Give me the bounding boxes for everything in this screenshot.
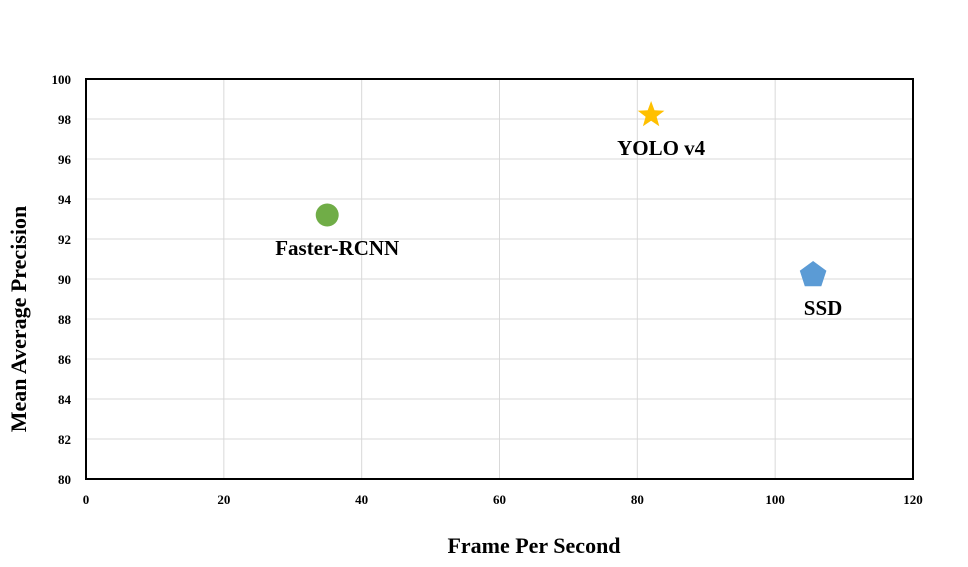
data-point-ssd <box>799 261 827 287</box>
tick-labels: 0 20 40 60 80 100 120 80 82 84 86 88 90 92 94 96 98 100 <box>52 72 923 507</box>
x-tick-label: 100 <box>765 492 785 507</box>
grid-layer <box>86 79 913 479</box>
x-tick-label: 60 <box>493 492 506 507</box>
x-tick-label: 80 <box>631 492 644 507</box>
data-label-ssd: SSD <box>804 296 843 320</box>
x-tick-label: 120 <box>903 492 923 507</box>
y-axis-title: Mean Average Precision <box>6 206 31 432</box>
y-tick-label: 100 <box>52 72 72 87</box>
data-label-faster-rcnn: Faster-RCNN <box>275 236 399 260</box>
y-tick-label: 98 <box>58 112 72 127</box>
data-point-faster-rcnn <box>315 203 339 227</box>
y-tick-label: 94 <box>58 192 72 207</box>
data-point-yolo-v4 <box>637 101 665 127</box>
y-tick-label: 82 <box>58 432 71 447</box>
x-axis-title: Frame Per Second <box>447 533 620 558</box>
y-tick-label: 90 <box>58 272 71 287</box>
x-tick-label: 0 <box>83 492 90 507</box>
y-tick-label: 86 <box>58 352 72 367</box>
y-tick-label: 88 <box>58 312 72 327</box>
x-tick-label: 20 <box>217 492 230 507</box>
y-tick-label: 84 <box>58 392 72 407</box>
data-label-yolo-v4: YOLO v4 <box>617 136 706 160</box>
plot-area-frame <box>85 78 914 480</box>
y-tick-label: 92 <box>58 232 71 247</box>
y-tick-label: 96 <box>58 152 72 167</box>
data-points: Faster-RCNN YOLO v4 SSD <box>275 101 842 320</box>
x-tick-label: 40 <box>355 492 368 507</box>
y-tick-label: 80 <box>58 472 71 487</box>
